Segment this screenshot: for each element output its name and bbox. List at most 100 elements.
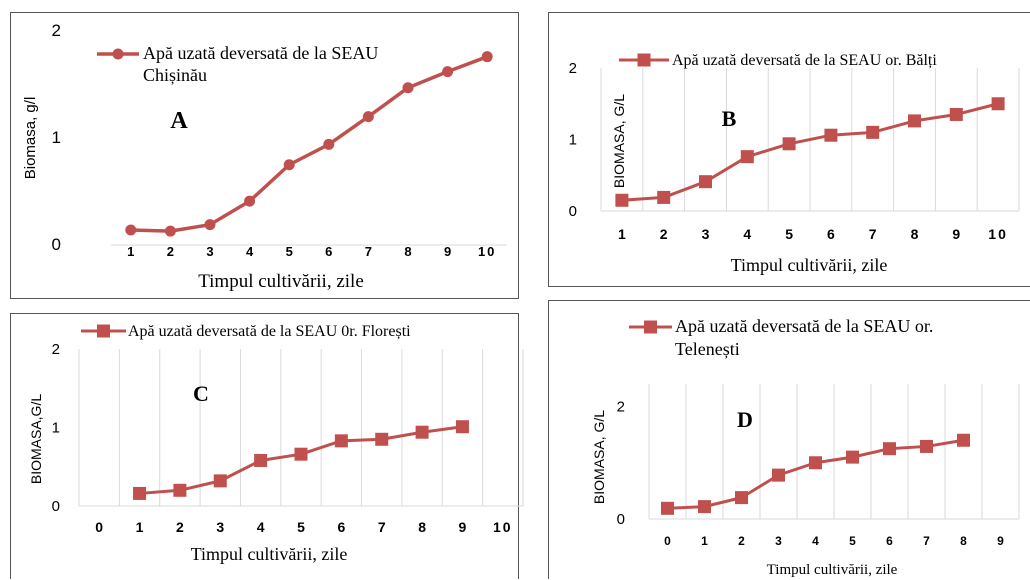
chart-a-x-tick-label: 10 — [478, 244, 496, 259]
chart-c-x-tick-label: 8 — [418, 519, 426, 535]
chart-b-x-tick-label: 3 — [702, 226, 710, 242]
chart-a-data-point — [442, 66, 454, 78]
chart-panel-b: 0 1 2 1 2 3 4 5 6 7 8 9 10 Timpul cultivării, zile BIO… — [548, 12, 1030, 287]
chart-b-data-point — [824, 128, 838, 142]
chart-panel-c: 0 1 2 0 1 2 3 4 5 6 7 8 9 10 Timpul cultivării, zile BI… — [10, 313, 524, 579]
chart-d-data-point — [698, 500, 711, 514]
chart-c-x-tick-label: 10 — [493, 519, 513, 535]
chart-d-legend-label-line2: Telenești — [675, 339, 740, 359]
chart-c-y-tick-label: 2 — [52, 341, 60, 358]
chart-b-x-tick-label: 10 — [988, 226, 1008, 242]
chart-c-x-tick-label: 9 — [459, 519, 467, 535]
chart-a-x-tick-label: 2 — [167, 244, 174, 259]
chart-d-legend-label: Apă uzată deversată de la SEAU or. — [675, 316, 933, 336]
chart-b-legend-marker — [637, 53, 651, 67]
chart-a-data-point — [323, 138, 335, 150]
chart-panel-d: 0 2 0 1 2 3 4 5 6 7 8 9 Timpul cultivării, zile BIOMA… — [548, 300, 1030, 579]
chart-d-x-axis-label: Timpul cultivării, zile — [767, 562, 898, 578]
chart-c-legend-marker — [97, 324, 110, 338]
chart-b-data-point — [740, 150, 754, 164]
chart-d-x-tick-label: 3 — [775, 534, 782, 548]
chart-c-svg: 0 1 2 0 1 2 3 4 5 6 7 8 9 10 Timpul cultivării, zile BI… — [28, 323, 524, 564]
chart-b-data-point — [699, 175, 712, 189]
chart-d-x-tick-label: 8 — [960, 534, 967, 548]
chart-b-panel-letter: B — [722, 106, 737, 131]
chart-b-x-tick-label: 4 — [743, 226, 751, 242]
chart-d-data-point — [772, 468, 785, 482]
chart-d-data-point — [883, 442, 896, 456]
chart-a-series-line — [130, 55, 488, 233]
chart-b-x-tick-label: 1 — [618, 226, 626, 242]
chart-c-x-tick-label: 7 — [378, 519, 386, 535]
chart-a-y-tick-label: 1 — [52, 128, 61, 147]
chart-d-x-tick-label: 0 — [664, 534, 671, 548]
chart-panel-a: 0 1 2 1 2 3 4 5 6 7 8 9 10 Timpul cultivării, zile Bio… — [10, 12, 519, 299]
chart-a-data-point — [283, 159, 295, 171]
chart-c-data-point — [133, 486, 147, 500]
chart-a-x-tick-label: 6 — [325, 244, 332, 259]
chart-a-x-tick-label: 4 — [246, 244, 254, 259]
chart-c-y-tick-label: 0 — [52, 498, 60, 515]
chart-d-data-point — [809, 456, 822, 470]
chart-d-y-axis-label: BIOMASA, G/L — [591, 410, 607, 504]
chart-a-x-tick-label: 1 — [127, 244, 134, 259]
chart-c-data-point — [213, 474, 227, 488]
chart-a-data-point — [402, 82, 414, 94]
chart-b-y-tick-label: 0 — [569, 203, 577, 220]
chart-c-x-tick-label: 3 — [216, 519, 224, 535]
chart-b-x-tick-label: 6 — [827, 226, 835, 242]
chart-b-y-tick-label: 2 — [569, 60, 577, 77]
chart-c-x-tick-label: 6 — [337, 519, 345, 535]
chart-b-data-point — [908, 114, 921, 128]
chart-d-y-tick-label: 0 — [617, 511, 625, 528]
chart-c-legend-label: Apă uzată deversată de la SEAU 0r. Flore… — [128, 323, 411, 340]
chart-a-legend-marker — [112, 48, 124, 60]
chart-c-y-axis-label: BIOMASA,G/L — [28, 394, 44, 484]
chart-c-data-point — [334, 434, 348, 448]
chart-c-data-point — [415, 425, 429, 439]
chart-a-data-point — [204, 219, 216, 231]
chart-d-data-point — [920, 439, 933, 453]
chart-a-data-point — [481, 51, 493, 63]
chart-a-data-point — [362, 111, 374, 123]
chart-b-x-tick-label: 2 — [660, 226, 668, 242]
chart-c-x-tick-label: 0 — [95, 519, 103, 535]
chart-d-data-point — [846, 450, 859, 464]
chart-b-y-tick-label: 1 — [569, 132, 577, 149]
chart-c-data-point — [254, 453, 268, 467]
chart-b-data-point — [782, 137, 796, 151]
chart-a-legend-label: Apă uzată deversată de la SEAU — [143, 43, 378, 63]
chart-c-x-tick-label: 2 — [176, 519, 184, 535]
chart-b-x-tick-label: 5 — [785, 226, 793, 242]
chart-a-y-axis-label: Biomasa, g/l — [22, 97, 39, 180]
chart-b-y-axis-label: BIOMASA, G/L — [611, 94, 627, 188]
chart-d-x-tick-label: 7 — [923, 534, 930, 548]
chart-c-x-tick-label: 1 — [136, 519, 144, 535]
chart-d-data-point — [661, 501, 674, 515]
chart-c-data-point — [455, 420, 469, 434]
chart-b-data-point — [991, 97, 1005, 111]
chart-b-svg: 0 1 2 1 2 3 4 5 6 7 8 9 10 Timpul cultivării, zile BIO… — [569, 52, 1020, 275]
chart-a-y-tick-label: 0 — [52, 235, 61, 254]
chart-b-data-point — [866, 125, 880, 139]
chart-d-data-point — [957, 433, 970, 447]
chart-d-data-point — [735, 491, 748, 505]
chart-a-svg: 0 1 2 1 2 3 4 5 6 7 8 9 10 Timpul cultivării, zile Bio… — [22, 21, 507, 292]
chart-a-data-point — [164, 225, 176, 237]
chart-d-x-tick-label: 2 — [738, 534, 745, 548]
chart-a-x-tick-label: 7 — [365, 244, 372, 259]
chart-b-x-tick-label: 7 — [869, 226, 877, 242]
chart-d-x-tick-label: 1 — [701, 534, 708, 548]
chart-c-x-tick-label: 5 — [297, 519, 305, 535]
chart-c-data-point — [173, 483, 187, 497]
chart-a-panel-letter: A — [170, 108, 188, 134]
chart-d-x-tick-label: 9 — [997, 534, 1004, 548]
chart-a-y-tick-label: 2 — [52, 21, 61, 40]
chart-d-x-tick-label: 4 — [812, 534, 819, 548]
chart-a-legend-label-line2: Chișinău — [143, 65, 207, 85]
chart-c-data-point — [375, 432, 389, 446]
chart-a-x-tick-label: 3 — [206, 244, 213, 259]
chart-b-x-tick-label: 8 — [911, 226, 919, 242]
chart-a-data-point — [125, 224, 137, 236]
chart-c-data-point — [294, 447, 308, 461]
